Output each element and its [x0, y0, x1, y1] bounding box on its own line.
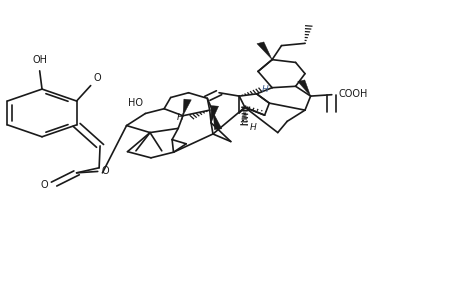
Text: O: O: [101, 166, 109, 177]
Polygon shape: [213, 113, 222, 130]
Text: O: O: [41, 180, 49, 190]
Polygon shape: [211, 106, 219, 123]
Polygon shape: [298, 80, 311, 96]
Text: O: O: [93, 73, 101, 83]
Text: H: H: [177, 113, 184, 122]
Polygon shape: [183, 99, 191, 116]
Text: OH: OH: [32, 55, 47, 65]
Polygon shape: [257, 42, 272, 60]
Text: COOH: COOH: [339, 89, 368, 99]
Text: HO: HO: [128, 98, 143, 109]
Text: H: H: [250, 123, 256, 132]
Text: H: H: [262, 85, 268, 94]
